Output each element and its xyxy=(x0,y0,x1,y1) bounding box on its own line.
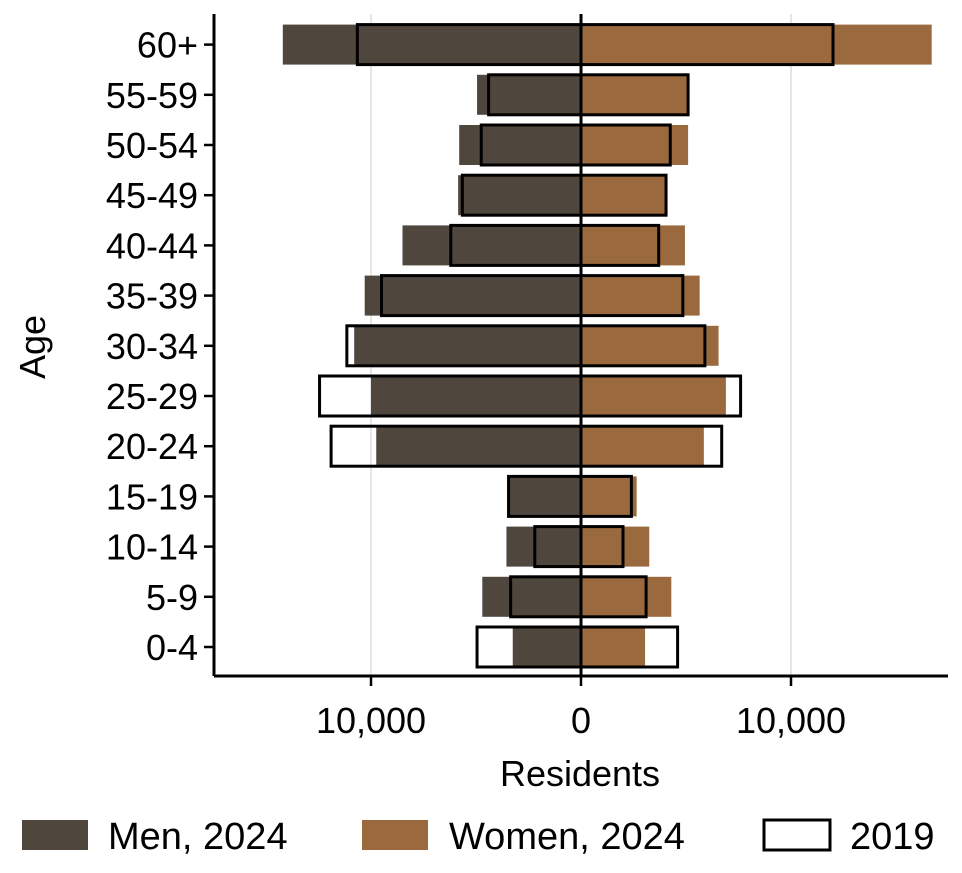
bar-women-2024 xyxy=(581,225,685,266)
y-axis-ticks: 0-4 5-9 10-14 15-19 20-24 25-29 30-34 35-39 40-4… xyxy=(106,25,214,668)
y-tick-label: 50-54 xyxy=(106,125,198,166)
bars xyxy=(282,24,932,667)
legend-label: Men, 2024 xyxy=(108,816,288,858)
bar-men-2024 xyxy=(477,74,581,115)
x-axis-ticks: 10,000 0 10,000 xyxy=(316,676,846,741)
bar-women-2024 xyxy=(581,125,689,165)
bar-men-2024 xyxy=(402,225,581,266)
y-tick-label: 25-29 xyxy=(106,376,198,417)
bar-men-2024 xyxy=(512,627,581,667)
y-tick-label: 55-59 xyxy=(106,75,198,116)
bar-women-2024 xyxy=(581,275,700,316)
y-tick-label: 5-9 xyxy=(146,577,198,618)
bar-women-2024 xyxy=(581,175,667,216)
bar-women-2024 xyxy=(581,526,650,567)
y-tick-label: 15-19 xyxy=(106,476,198,517)
y-tick-label: 0-4 xyxy=(146,627,198,668)
legend-label: 2019 xyxy=(850,816,935,858)
outline-bars-2019 xyxy=(318,23,835,669)
bar-men-2024 xyxy=(376,426,581,467)
x-tick-label: 0 xyxy=(571,700,591,741)
y-axis-title: Age xyxy=(12,315,53,379)
y-tick-label: 35-39 xyxy=(106,276,198,317)
legend-swatch xyxy=(22,820,88,850)
bar-men-2024 xyxy=(354,325,581,366)
legend-swatch xyxy=(362,820,428,850)
y-tick-label: 60+ xyxy=(137,25,198,66)
bar-women-2024 xyxy=(581,24,932,65)
bar-men-2024 xyxy=(459,125,581,165)
y-tick-label: 20-24 xyxy=(106,426,198,467)
bar-men-2024 xyxy=(458,175,581,216)
bar-men-2024 xyxy=(364,275,581,316)
legend-swatch xyxy=(762,818,832,852)
bar-men-2024 xyxy=(371,376,581,416)
bar-women-2024 xyxy=(581,325,719,366)
bar-men-2024 xyxy=(506,526,581,567)
x-tick-label: 10,000 xyxy=(736,700,846,741)
bar-women-2024 xyxy=(581,576,672,617)
bar-men-2024 xyxy=(282,24,581,65)
x-tick-label: 10,000 xyxy=(316,700,426,741)
bar-women-2024 xyxy=(581,627,646,667)
legend-label: Women, 2024 xyxy=(449,816,685,858)
y-tick-label: 40-44 xyxy=(106,225,198,266)
bar-women-2024 xyxy=(581,74,688,115)
bar-men-2024 xyxy=(482,576,581,617)
bar-women-2024 xyxy=(581,476,637,517)
bar-women-2024 xyxy=(581,376,726,416)
legend: Men, 2024 Women, 2024 2019 xyxy=(22,816,935,858)
x-axis-title: Residents xyxy=(500,753,660,794)
y-tick-label: 45-49 xyxy=(106,175,198,216)
bar-men-2024 xyxy=(508,476,581,517)
y-tick-label: 30-34 xyxy=(106,326,198,367)
bar-women-2024 xyxy=(581,426,704,467)
y-tick-label: 10-14 xyxy=(106,527,198,568)
